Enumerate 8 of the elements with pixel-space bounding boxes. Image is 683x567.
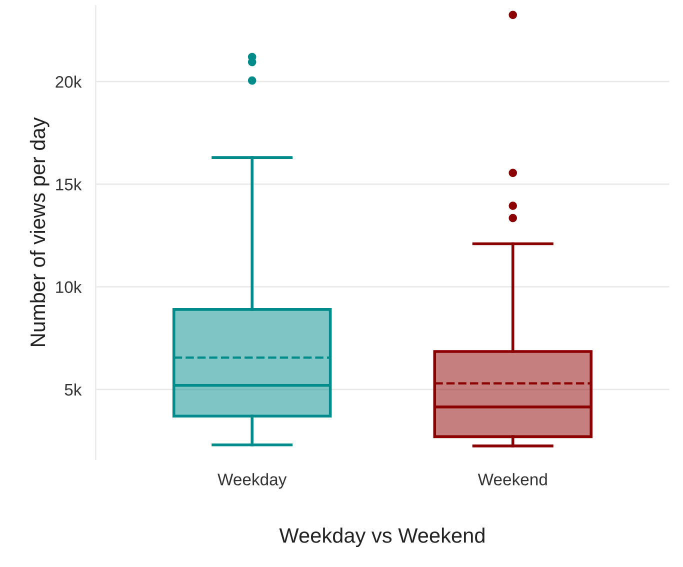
x-tick-label: Weekend	[478, 473, 547, 486]
y-axis-title: Number of views per day	[30, 117, 50, 346]
x-axis-title: Weekday vs Weekend	[279, 528, 484, 548]
x-tick-label: Weekday	[218, 473, 287, 489]
y-tick-label: 5k	[64, 383, 82, 396]
y-tick-label: 10k	[56, 280, 82, 294]
y-tick-label: 15k	[56, 178, 82, 190]
y-tick-label: 20k	[56, 76, 82, 88]
